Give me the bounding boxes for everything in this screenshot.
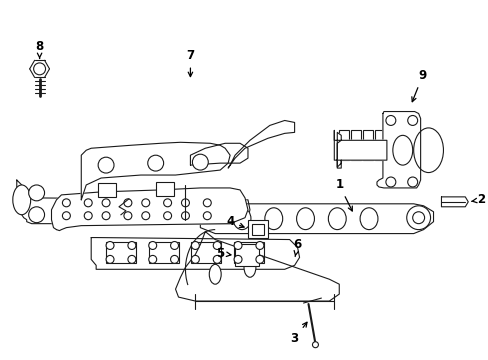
Circle shape bbox=[406, 206, 429, 230]
Text: 4: 4 bbox=[225, 215, 244, 228]
Ellipse shape bbox=[359, 208, 377, 230]
Circle shape bbox=[213, 255, 221, 264]
Circle shape bbox=[106, 255, 114, 264]
Bar bbox=[180, 198, 212, 220]
Bar bbox=[374, 130, 384, 160]
Text: 6: 6 bbox=[293, 238, 301, 257]
Bar bbox=[101, 198, 133, 220]
Circle shape bbox=[170, 242, 178, 249]
Circle shape bbox=[170, 255, 178, 264]
Circle shape bbox=[192, 154, 208, 170]
Circle shape bbox=[34, 63, 45, 75]
Circle shape bbox=[29, 185, 44, 201]
Circle shape bbox=[102, 212, 110, 220]
Circle shape bbox=[123, 199, 132, 207]
Ellipse shape bbox=[264, 208, 282, 230]
Circle shape bbox=[191, 242, 199, 249]
Circle shape bbox=[148, 255, 156, 264]
Ellipse shape bbox=[392, 135, 412, 165]
Circle shape bbox=[234, 255, 242, 264]
Bar bbox=[106, 242, 136, 264]
Bar bbox=[339, 130, 348, 160]
Circle shape bbox=[102, 199, 110, 207]
Polygon shape bbox=[200, 204, 433, 234]
Circle shape bbox=[181, 212, 189, 220]
Circle shape bbox=[148, 242, 156, 249]
Bar bbox=[191, 242, 221, 264]
Circle shape bbox=[29, 207, 44, 223]
Bar bbox=[141, 198, 172, 220]
Bar bbox=[234, 242, 264, 264]
Polygon shape bbox=[175, 231, 339, 301]
Ellipse shape bbox=[413, 128, 443, 172]
Circle shape bbox=[84, 212, 92, 220]
Circle shape bbox=[203, 199, 211, 207]
Polygon shape bbox=[376, 112, 420, 188]
Circle shape bbox=[203, 212, 211, 220]
Circle shape bbox=[147, 155, 163, 171]
Circle shape bbox=[62, 212, 70, 220]
Text: 3: 3 bbox=[290, 322, 306, 345]
Circle shape bbox=[128, 255, 136, 264]
Text: 5: 5 bbox=[216, 247, 230, 260]
Circle shape bbox=[98, 157, 114, 173]
Bar bbox=[155, 182, 173, 196]
Polygon shape bbox=[190, 143, 247, 165]
Bar bbox=[98, 183, 116, 197]
Text: 1: 1 bbox=[334, 179, 351, 211]
Text: 9: 9 bbox=[411, 69, 426, 102]
Ellipse shape bbox=[327, 208, 346, 230]
Circle shape bbox=[213, 242, 221, 249]
Circle shape bbox=[385, 177, 395, 187]
Bar bbox=[384, 118, 412, 170]
Ellipse shape bbox=[13, 185, 31, 215]
Circle shape bbox=[84, 199, 92, 207]
Text: 8: 8 bbox=[36, 40, 43, 58]
Circle shape bbox=[123, 212, 132, 220]
Circle shape bbox=[407, 177, 417, 187]
Ellipse shape bbox=[296, 208, 314, 230]
Circle shape bbox=[142, 199, 149, 207]
Circle shape bbox=[255, 242, 264, 249]
Bar bbox=[61, 198, 93, 220]
Ellipse shape bbox=[233, 208, 250, 230]
Bar bbox=[362, 130, 372, 160]
Polygon shape bbox=[51, 188, 247, 231]
Polygon shape bbox=[441, 197, 468, 207]
Polygon shape bbox=[334, 130, 386, 168]
Polygon shape bbox=[81, 142, 230, 200]
Circle shape bbox=[234, 242, 242, 249]
Circle shape bbox=[412, 212, 424, 224]
Circle shape bbox=[62, 199, 70, 207]
Circle shape bbox=[128, 242, 136, 249]
Bar bbox=[235, 244, 258, 266]
Circle shape bbox=[255, 255, 264, 264]
Circle shape bbox=[106, 242, 114, 249]
Polygon shape bbox=[228, 121, 294, 168]
Circle shape bbox=[191, 255, 199, 264]
Ellipse shape bbox=[209, 264, 221, 284]
Polygon shape bbox=[91, 238, 299, 269]
Circle shape bbox=[385, 116, 395, 125]
Circle shape bbox=[181, 199, 189, 207]
Ellipse shape bbox=[244, 257, 255, 277]
Circle shape bbox=[142, 212, 149, 220]
Circle shape bbox=[163, 212, 171, 220]
Circle shape bbox=[312, 342, 318, 348]
Text: 2: 2 bbox=[470, 193, 484, 206]
Text: 7: 7 bbox=[186, 49, 194, 77]
Bar bbox=[350, 130, 360, 160]
Polygon shape bbox=[17, 180, 249, 224]
Bar bbox=[148, 242, 178, 264]
Circle shape bbox=[163, 199, 171, 207]
Bar bbox=[247, 220, 267, 238]
Circle shape bbox=[407, 116, 417, 125]
Bar bbox=[251, 224, 264, 235]
